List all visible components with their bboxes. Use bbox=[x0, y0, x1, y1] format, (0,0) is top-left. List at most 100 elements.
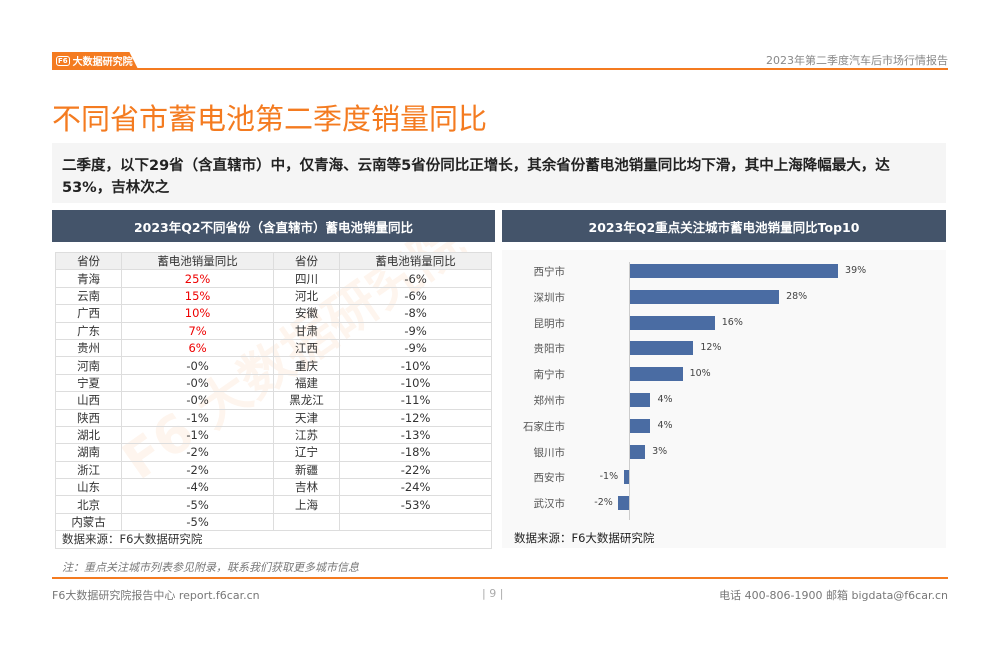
table-row: 山东 -4% 吉林 -24% bbox=[54, 478, 492, 497]
table-row: 广西 10% 安徽 -8% bbox=[54, 304, 492, 323]
province-cell: 山东 bbox=[54, 478, 123, 497]
category-label: 郑州市 bbox=[533, 395, 566, 407]
yoy-cell: -1% bbox=[121, 425, 274, 445]
province-cell: 北京 bbox=[54, 495, 123, 514]
chart-axis bbox=[629, 262, 630, 520]
yoy-cell: -24% bbox=[339, 478, 492, 497]
data-label: -1% bbox=[599, 471, 619, 483]
province-cell: 河北 bbox=[272, 286, 341, 306]
page-title: 不同省市蓄电池第二季度销量同比 bbox=[52, 102, 488, 136]
yoy-cell: -0% bbox=[121, 391, 274, 410]
category-label: 银川市 bbox=[533, 446, 566, 459]
yoy-cell: -9% bbox=[339, 338, 492, 358]
header-divider bbox=[52, 68, 948, 70]
category-label: 西安市 bbox=[533, 472, 566, 485]
logo-text: 大数据研究院 bbox=[72, 57, 133, 68]
bar bbox=[629, 315, 715, 330]
table-row: 山西 -0% 黑龙江 -11% bbox=[54, 391, 492, 410]
chart-source: 数据来源：F6大数据研究院 bbox=[514, 531, 655, 545]
yoy-cell bbox=[339, 512, 492, 532]
province-cell: 甘肃 bbox=[272, 321, 341, 340]
table-row: 河南 -0% 重庆 -10% bbox=[54, 356, 492, 375]
data-label: 28% bbox=[786, 290, 808, 302]
footer-left: F6大数据研究院报告中心 report.f6car.cn bbox=[52, 589, 260, 602]
category-label: 昆明市 bbox=[533, 317, 566, 330]
yoy-cell: 6% bbox=[121, 338, 274, 358]
yoy-cell: -2% bbox=[121, 460, 274, 480]
yoy-cell: -53% bbox=[339, 495, 492, 514]
province-cell: 河南 bbox=[54, 356, 123, 375]
table-row: 浙江 -2% 新疆 -22% bbox=[54, 460, 492, 480]
province-cell: 湖南 bbox=[54, 443, 123, 462]
category-label: 深圳市 bbox=[533, 291, 566, 304]
report-title: 2023年第二季度汽车后市场行情报告 bbox=[766, 54, 948, 67]
yoy-cell: -12% bbox=[339, 408, 492, 427]
table-row: 广东 7% 甘肃 -9% bbox=[54, 321, 492, 340]
province-cell: 云南 bbox=[54, 286, 123, 306]
table-row: 北京 -5% 上海 -53% bbox=[54, 495, 492, 514]
province-cell: 广东 bbox=[54, 321, 123, 340]
bar bbox=[618, 496, 629, 511]
table-row: 宁夏 -0% 福建 -10% bbox=[54, 373, 492, 393]
bar bbox=[629, 264, 839, 278]
yoy-cell: -10% bbox=[339, 373, 492, 393]
province-cell: 广西 bbox=[54, 304, 123, 323]
table-header-row: 省份 蓄电池销量同比 省份 蓄电池销量同比 bbox=[54, 251, 492, 271]
yoy-cell: -6% bbox=[339, 286, 492, 306]
province-cell: 浙江 bbox=[54, 460, 123, 480]
table-row: 陕西 -1% 天津 -12% bbox=[54, 408, 492, 427]
table-row: 湖南 -2% 辽宁 -18% bbox=[54, 443, 492, 462]
yoy-cell: 25% bbox=[121, 269, 274, 288]
yoy-cell: -4% bbox=[121, 478, 274, 497]
source-row: 数据来源：F6大数据研究院 bbox=[55, 530, 492, 549]
province-cell: 安徽 bbox=[272, 304, 341, 323]
province-cell: 湖北 bbox=[54, 425, 123, 445]
yoy-cell: -10% bbox=[339, 356, 492, 375]
bar bbox=[629, 418, 651, 433]
table-row: 贵州 6% 江西 -9% bbox=[54, 338, 492, 358]
category-label: 西宁市 bbox=[533, 266, 566, 278]
column-header: 省份 bbox=[54, 251, 123, 271]
province-cell: 吉林 bbox=[272, 478, 341, 497]
table-row: 青海 25% 四川 -6% bbox=[54, 269, 492, 288]
data-label: 4% bbox=[657, 419, 673, 431]
yoy-cell: -9% bbox=[339, 321, 492, 340]
yoy-cell: -5% bbox=[121, 512, 274, 532]
yoy-cell: -6% bbox=[339, 269, 492, 288]
bar bbox=[629, 393, 651, 407]
bar bbox=[629, 367, 683, 382]
data-label: 16% bbox=[721, 316, 743, 328]
province-cell: 福建 bbox=[272, 373, 341, 393]
category-label: 石家庄市 bbox=[523, 420, 565, 433]
province-cell: 黑龙江 bbox=[272, 391, 341, 410]
data-label: 10% bbox=[689, 368, 711, 380]
province-cell: 江西 bbox=[272, 338, 341, 358]
table-source: 数据来源：F6大数据研究院 bbox=[55, 530, 492, 549]
province-cell: 陕西 bbox=[54, 408, 123, 427]
yoy-cell: -8% bbox=[339, 304, 492, 323]
data-label: 4% bbox=[657, 394, 673, 405]
footer-right: 电话 400-806-1900 邮箱 bigdata@f6car.cn bbox=[719, 589, 948, 602]
yoy-cell: -0% bbox=[121, 373, 274, 393]
province-cell: 上海 bbox=[272, 495, 341, 514]
province-cell: 四川 bbox=[272, 269, 341, 288]
province-cell: 天津 bbox=[272, 408, 341, 427]
right-panel-title: 2023年Q2重点关注城市蓄电池销量同比Top10 bbox=[502, 210, 946, 242]
province-cell: 江苏 bbox=[272, 425, 341, 445]
province-cell: 山西 bbox=[54, 391, 123, 410]
column-header: 蓄电池销量同比 bbox=[339, 251, 492, 271]
province-cell bbox=[272, 512, 341, 532]
yoy-cell: -18% bbox=[339, 443, 492, 462]
logo-badge: F6 bbox=[56, 55, 70, 66]
province-cell: 贵州 bbox=[54, 338, 123, 358]
footer-divider bbox=[52, 577, 948, 579]
yoy-cell: -0% bbox=[121, 356, 274, 375]
page-number: | 9 | bbox=[482, 587, 504, 600]
page-number-value: 9 bbox=[489, 587, 497, 600]
province-cell: 宁夏 bbox=[54, 373, 123, 393]
province-cell: 重庆 bbox=[272, 356, 341, 375]
yoy-cell: -13% bbox=[339, 425, 492, 445]
bar bbox=[629, 289, 780, 304]
footnote: 注：重点关注城市列表参见附录，联系我们获取更多城市信息 bbox=[62, 561, 359, 574]
yoy-cell: -22% bbox=[339, 460, 492, 480]
